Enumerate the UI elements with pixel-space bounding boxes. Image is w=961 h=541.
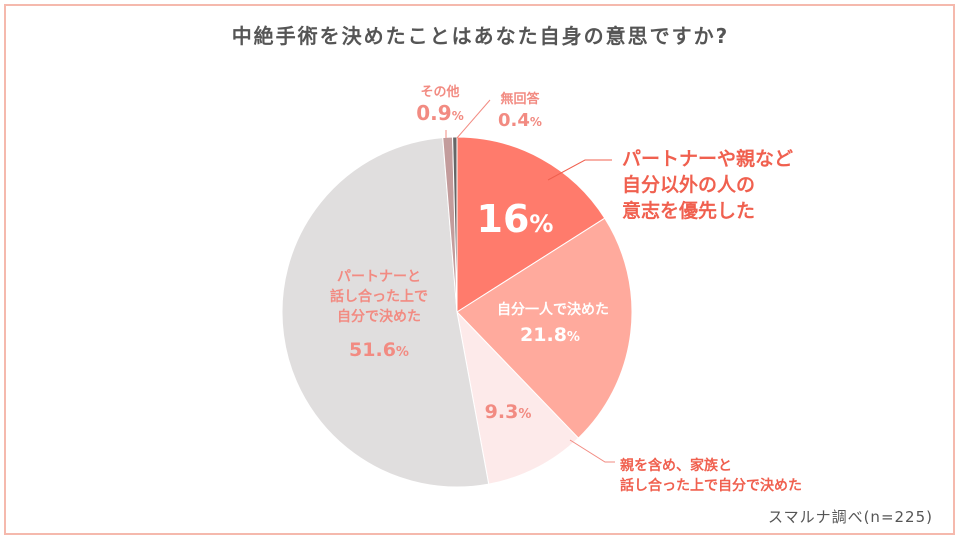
slice-value-0: 16% bbox=[477, 197, 554, 241]
slice-value-3: 51.6% bbox=[349, 339, 409, 361]
pie-slice-3 bbox=[281, 137, 490, 488]
chart-title: 中絶手術を決めたことはあなた自身の意思ですか? bbox=[231, 24, 730, 48]
leader-line-2 bbox=[569, 439, 615, 463]
leader-line-5 bbox=[456, 99, 491, 139]
slice-value-5: 0.4% bbox=[498, 110, 542, 131]
pie-slice-5 bbox=[452, 136, 458, 313]
slice-value-2: 9.3% bbox=[485, 401, 532, 423]
slice-value-1: 21.8% bbox=[520, 324, 580, 346]
slice-label-1: 自分一人で決めた bbox=[497, 301, 609, 318]
slice-value-4: 0.9% bbox=[416, 101, 463, 125]
slice-label-2: 親を含め、家族と話し合った上で自分で決めた bbox=[620, 457, 802, 494]
pie-slice-1 bbox=[456, 217, 633, 439]
slice-label-0: パートナーや親など自分以外の人の意志を優先した bbox=[622, 147, 793, 222]
source-note: スマルナ調べ(n=225) bbox=[768, 508, 933, 526]
slice-label-5: 無回答 bbox=[500, 91, 540, 107]
slice-label-3: パートナーと話し合った上で自分で決めた bbox=[330, 269, 428, 325]
pie-slice-2 bbox=[456, 310, 580, 485]
leader-line-0 bbox=[547, 159, 612, 181]
slice-label-4: その他 bbox=[420, 84, 459, 100]
pie-slice-0 bbox=[456, 136, 606, 313]
